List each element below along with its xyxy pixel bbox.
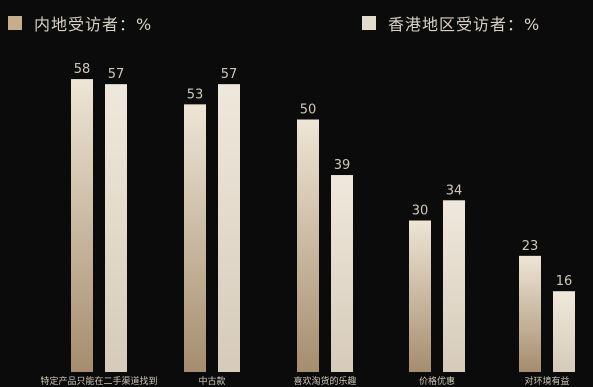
category-label-1: 特定产品只能在二手渠道找到 [40, 375, 157, 387]
bar-mainland-1 [71, 79, 93, 372]
bar-hongkong-1 [105, 84, 127, 373]
bars-layer: 58 57 特定产品只能在二手渠道找到 53 57 中古款 50 39 喜欢淘货的乐趣 30 34 价… [40, 62, 575, 387]
legend-swatch-mainland [8, 16, 22, 30]
bar-mainland-2 [184, 104, 206, 372]
value-label-mainland-1: 58 [74, 62, 91, 77]
legend-label-mainland: 内地受访者：% [34, 15, 153, 34]
value-label-mainland-4: 30 [412, 204, 429, 219]
value-label-mainland-2: 53 [187, 87, 204, 102]
bar-mainland-3 [297, 119, 319, 372]
category-label-2: 中古款 [198, 375, 225, 387]
legend-item-hongkong: 香港地区受访者：% [362, 10, 540, 36]
value-label-mainland-3: 50 [300, 103, 317, 118]
value-label-hongkong-5: 16 [556, 274, 573, 289]
bar-mainland-4 [409, 220, 431, 372]
category-label-3: 喜欢淘货的乐趣 [293, 375, 356, 387]
bar-hongkong-3 [331, 175, 353, 372]
value-label-hongkong-3: 39 [334, 158, 351, 173]
category-label-5: 对环境有益 [524, 375, 569, 387]
value-label-hongkong-2: 57 [221, 67, 238, 82]
bar-hongkong-4 [443, 200, 465, 372]
bar-hongkong-5 [553, 291, 575, 372]
value-label-mainland-5: 23 [522, 239, 539, 254]
category-label-4: 价格优惠 [419, 375, 455, 387]
legend-swatch-hongkong [362, 16, 376, 30]
legend-item-mainland: 内地受访者：% [8, 10, 152, 36]
bar-mainland-5 [519, 255, 541, 372]
bar-hongkong-2 [218, 84, 240, 373]
value-label-hongkong-4: 34 [446, 183, 463, 198]
value-label-hongkong-1: 57 [108, 67, 125, 82]
legend-label-hongkong: 香港地区受访者：% [388, 15, 541, 34]
legend: 内地受访者：% 香港地区受访者：% [0, 10, 593, 36]
